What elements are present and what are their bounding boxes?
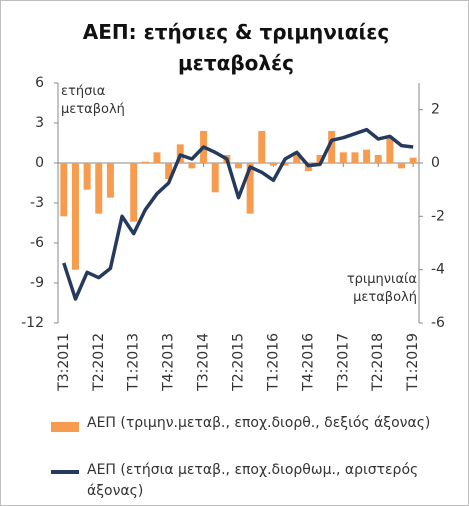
bar [211,163,219,193]
x-tick-label: T3:2014 [196,333,212,391]
legend-label: ΑΕΠ (ετήσια μεταβ., εποχ.διορθωμ., αριστ… [87,462,419,499]
bar [293,152,301,163]
bar [269,163,277,166]
annotation: τριμηνιαία μεταβολή [346,272,417,305]
x-tick-label: T2:2012 [91,333,107,391]
y-tick-label: -9 [30,275,44,291]
bar [281,163,289,166]
x-tick-label: T2:2018 [370,333,386,391]
annotation: ετήσια μεταβολή [61,84,125,117]
bar [374,155,382,163]
bar [188,163,196,169]
y-tick-label: 0 [35,155,44,171]
y2-tick-label: -6 [431,315,445,331]
x-tick-label: T4:2016 [300,333,316,391]
y-tick-label: 6 [35,75,44,91]
bar [398,163,406,169]
legend-swatch [51,470,79,474]
y-tick-label: -6 [30,235,44,251]
y2-tick-label: -2 [431,208,445,224]
bar [153,152,161,163]
chart-title: ΑΕΠ: ετήσιες & τριμηνιαίες μεταβολές [82,20,390,75]
bar [351,152,359,163]
x-tick-label: T1:2019 [405,333,421,391]
bar [363,149,371,163]
bar [409,157,417,163]
y-tick-label: 3 [35,115,44,131]
bar [71,163,79,270]
legend-entry: ΑΕΠ (τριμην.μεταβ., εποχ.διορθ., δεξιός … [51,413,441,434]
bar [83,163,91,190]
bar [165,163,173,179]
bar [339,152,347,163]
x-tick-label: T4:2013 [161,333,177,391]
x-tick-label: T1:2016 [265,333,281,391]
x-tick-label: T2:2015 [231,333,247,391]
x-tick-label: T3:2011 [56,333,72,391]
bar [316,155,324,163]
bar [130,163,138,222]
line [62,127,414,301]
bar [386,136,394,163]
plot: -12 -9 -6 -3 0 3 6 -6 -4 -2 0 2 T3:2011 T2:2012 T1:201… [21,75,445,391]
legend-entry: ΑΕΠ (ετήσια μεταβ., εποχ.διορθωμ., αριστ… [51,460,441,502]
x-tick-label: T1:2013 [126,333,142,391]
y2-tick-label: 0 [431,155,440,171]
legend-label: ΑΕΠ (τριμην.μεταβ., εποχ.διορθ., δεξιός … [87,415,431,431]
bar [106,163,114,198]
bar [246,163,254,214]
bar [60,163,68,217]
y2-tick-label: -4 [431,262,445,278]
legend-swatch [51,422,79,432]
y-tick-label: -12 [21,315,44,331]
x-tick-label: T3:2017 [335,333,351,391]
y-tick-label: -3 [30,195,44,211]
bar [258,131,266,163]
y2-tick-label: 2 [431,102,440,118]
bar [141,161,149,163]
bar [235,163,242,169]
bar [328,131,336,163]
bar [95,163,103,214]
